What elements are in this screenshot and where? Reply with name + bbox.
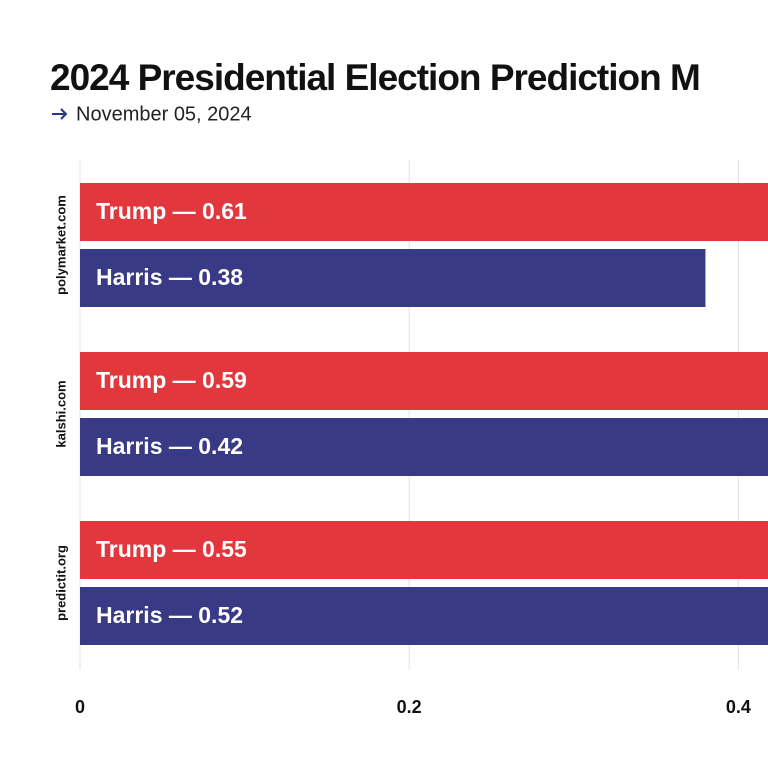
x-tick-label: 0 [75,697,85,717]
value-label: Trump — 0.59 [96,367,247,393]
value-label: Trump — 0.55 [96,536,247,562]
bars: Trump — 0.61 Harris — 0.38 Trump — 0.59 Har… [80,183,768,645]
bar [80,249,706,307]
value-label: Harris — 0.38 [96,264,243,290]
chart-title: 2024 Presidential Election Prediction M [50,57,700,98]
bar [80,587,768,645]
chart-subtitle: November 05, 2024 [76,103,252,125]
category-label: predictit.org [53,545,68,621]
x-tick-label: 0.4 [726,697,751,717]
bar [80,418,768,476]
x-tick-label: 0.2 [397,697,422,717]
subtitle-arrow [52,108,68,120]
category-label: kalshi.com [53,380,68,447]
value-label: Trump — 0.61 [96,198,247,224]
value-label: Harris — 0.42 [96,433,243,459]
bar [80,183,768,241]
grid [79,160,739,670]
value-label: Harris — 0.52 [96,602,243,628]
category-label: polymarket.com [53,195,68,295]
bar [80,352,768,410]
bar [80,521,768,579]
